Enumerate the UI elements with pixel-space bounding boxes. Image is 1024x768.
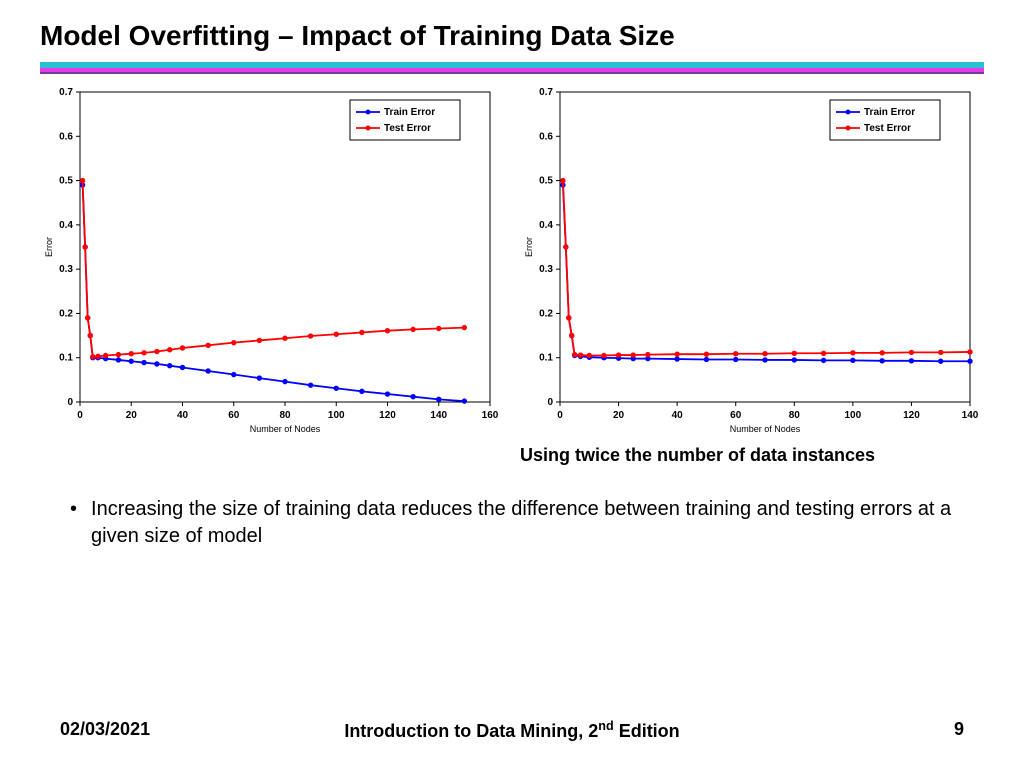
svg-text:0: 0 — [557, 410, 563, 421]
bullet-point: • Increasing the size of training data r… — [70, 496, 984, 550]
svg-text:60: 60 — [730, 410, 742, 421]
svg-text:Train Error: Train Error — [864, 107, 915, 118]
slide-title: Model Overfitting – Impact of Training D… — [40, 20, 984, 52]
svg-text:Error: Error — [524, 237, 534, 257]
svg-text:160: 160 — [482, 410, 499, 421]
svg-text:80: 80 — [789, 410, 801, 421]
svg-text:0: 0 — [77, 410, 83, 421]
svg-text:Test Error: Test Error — [384, 123, 431, 134]
svg-text:Error: Error — [44, 237, 54, 257]
svg-text:100: 100 — [328, 410, 345, 421]
svg-text:0.3: 0.3 — [59, 264, 73, 275]
slide: Model Overfitting – Impact of Training D… — [0, 0, 1024, 768]
right-chart-caption: Using twice the number of data instances — [520, 445, 980, 466]
footer-page: 9 — [954, 719, 964, 740]
svg-text:0.6: 0.6 — [59, 131, 73, 142]
svg-text:140: 140 — [962, 410, 979, 421]
svg-text:0.3: 0.3 — [539, 264, 553, 275]
svg-text:60: 60 — [228, 410, 240, 421]
svg-text:40: 40 — [177, 410, 189, 421]
title-divider — [40, 62, 984, 74]
svg-text:20: 20 — [613, 410, 625, 421]
svg-text:140: 140 — [430, 410, 447, 421]
footer-date: 02/03/2021 — [60, 719, 150, 740]
svg-text:0.4: 0.4 — [59, 220, 73, 231]
svg-text:0: 0 — [67, 397, 73, 408]
svg-text:100: 100 — [845, 410, 862, 421]
svg-text:0.7: 0.7 — [539, 87, 553, 98]
svg-text:Number of Nodes: Number of Nodes — [250, 424, 321, 432]
svg-text:0.5: 0.5 — [59, 176, 73, 187]
svg-text:0.2: 0.2 — [539, 308, 553, 319]
svg-text:0.2: 0.2 — [59, 308, 73, 319]
svg-text:0.5: 0.5 — [539, 176, 553, 187]
right-chart: 0 0.1 0.2 0.3 0.4 0.5 0.6 0.7 0 20 40 60 80 100 120 140… — [520, 82, 980, 466]
svg-text:0.7: 0.7 — [59, 87, 73, 98]
svg-text:0.6: 0.6 — [539, 131, 553, 142]
footer: 02/03/2021 Introduction to Data Mining, … — [0, 719, 1024, 740]
svg-text:0.1: 0.1 — [59, 353, 73, 364]
svg-text:120: 120 — [379, 410, 396, 421]
left-chart: 0 0.1 0.2 0.3 0.4 0.5 0.6 0.7 0 20 40 60 80 100 120 140… — [40, 82, 500, 466]
svg-text:0.4: 0.4 — [539, 220, 553, 231]
svg-text:120: 120 — [903, 410, 920, 421]
svg-text:0.1: 0.1 — [539, 353, 553, 364]
bullet-marker: • — [70, 496, 77, 550]
svg-text:20: 20 — [126, 410, 138, 421]
svg-text:Train Error: Train Error — [384, 107, 435, 118]
charts-row: 0 0.1 0.2 0.3 0.4 0.5 0.6 0.7 0 20 40 60 80 100 120 140… — [40, 82, 984, 466]
bullet-text: Increasing the size of training data red… — [91, 496, 984, 550]
svg-text:80: 80 — [279, 410, 291, 421]
svg-text:40: 40 — [672, 410, 684, 421]
footer-center: Introduction to Data Mining, 2nd Edition — [344, 719, 679, 742]
svg-text:0: 0 — [547, 397, 553, 408]
svg-text:Test Error: Test Error — [864, 123, 911, 134]
svg-text:Number of Nodes: Number of Nodes — [730, 424, 801, 432]
